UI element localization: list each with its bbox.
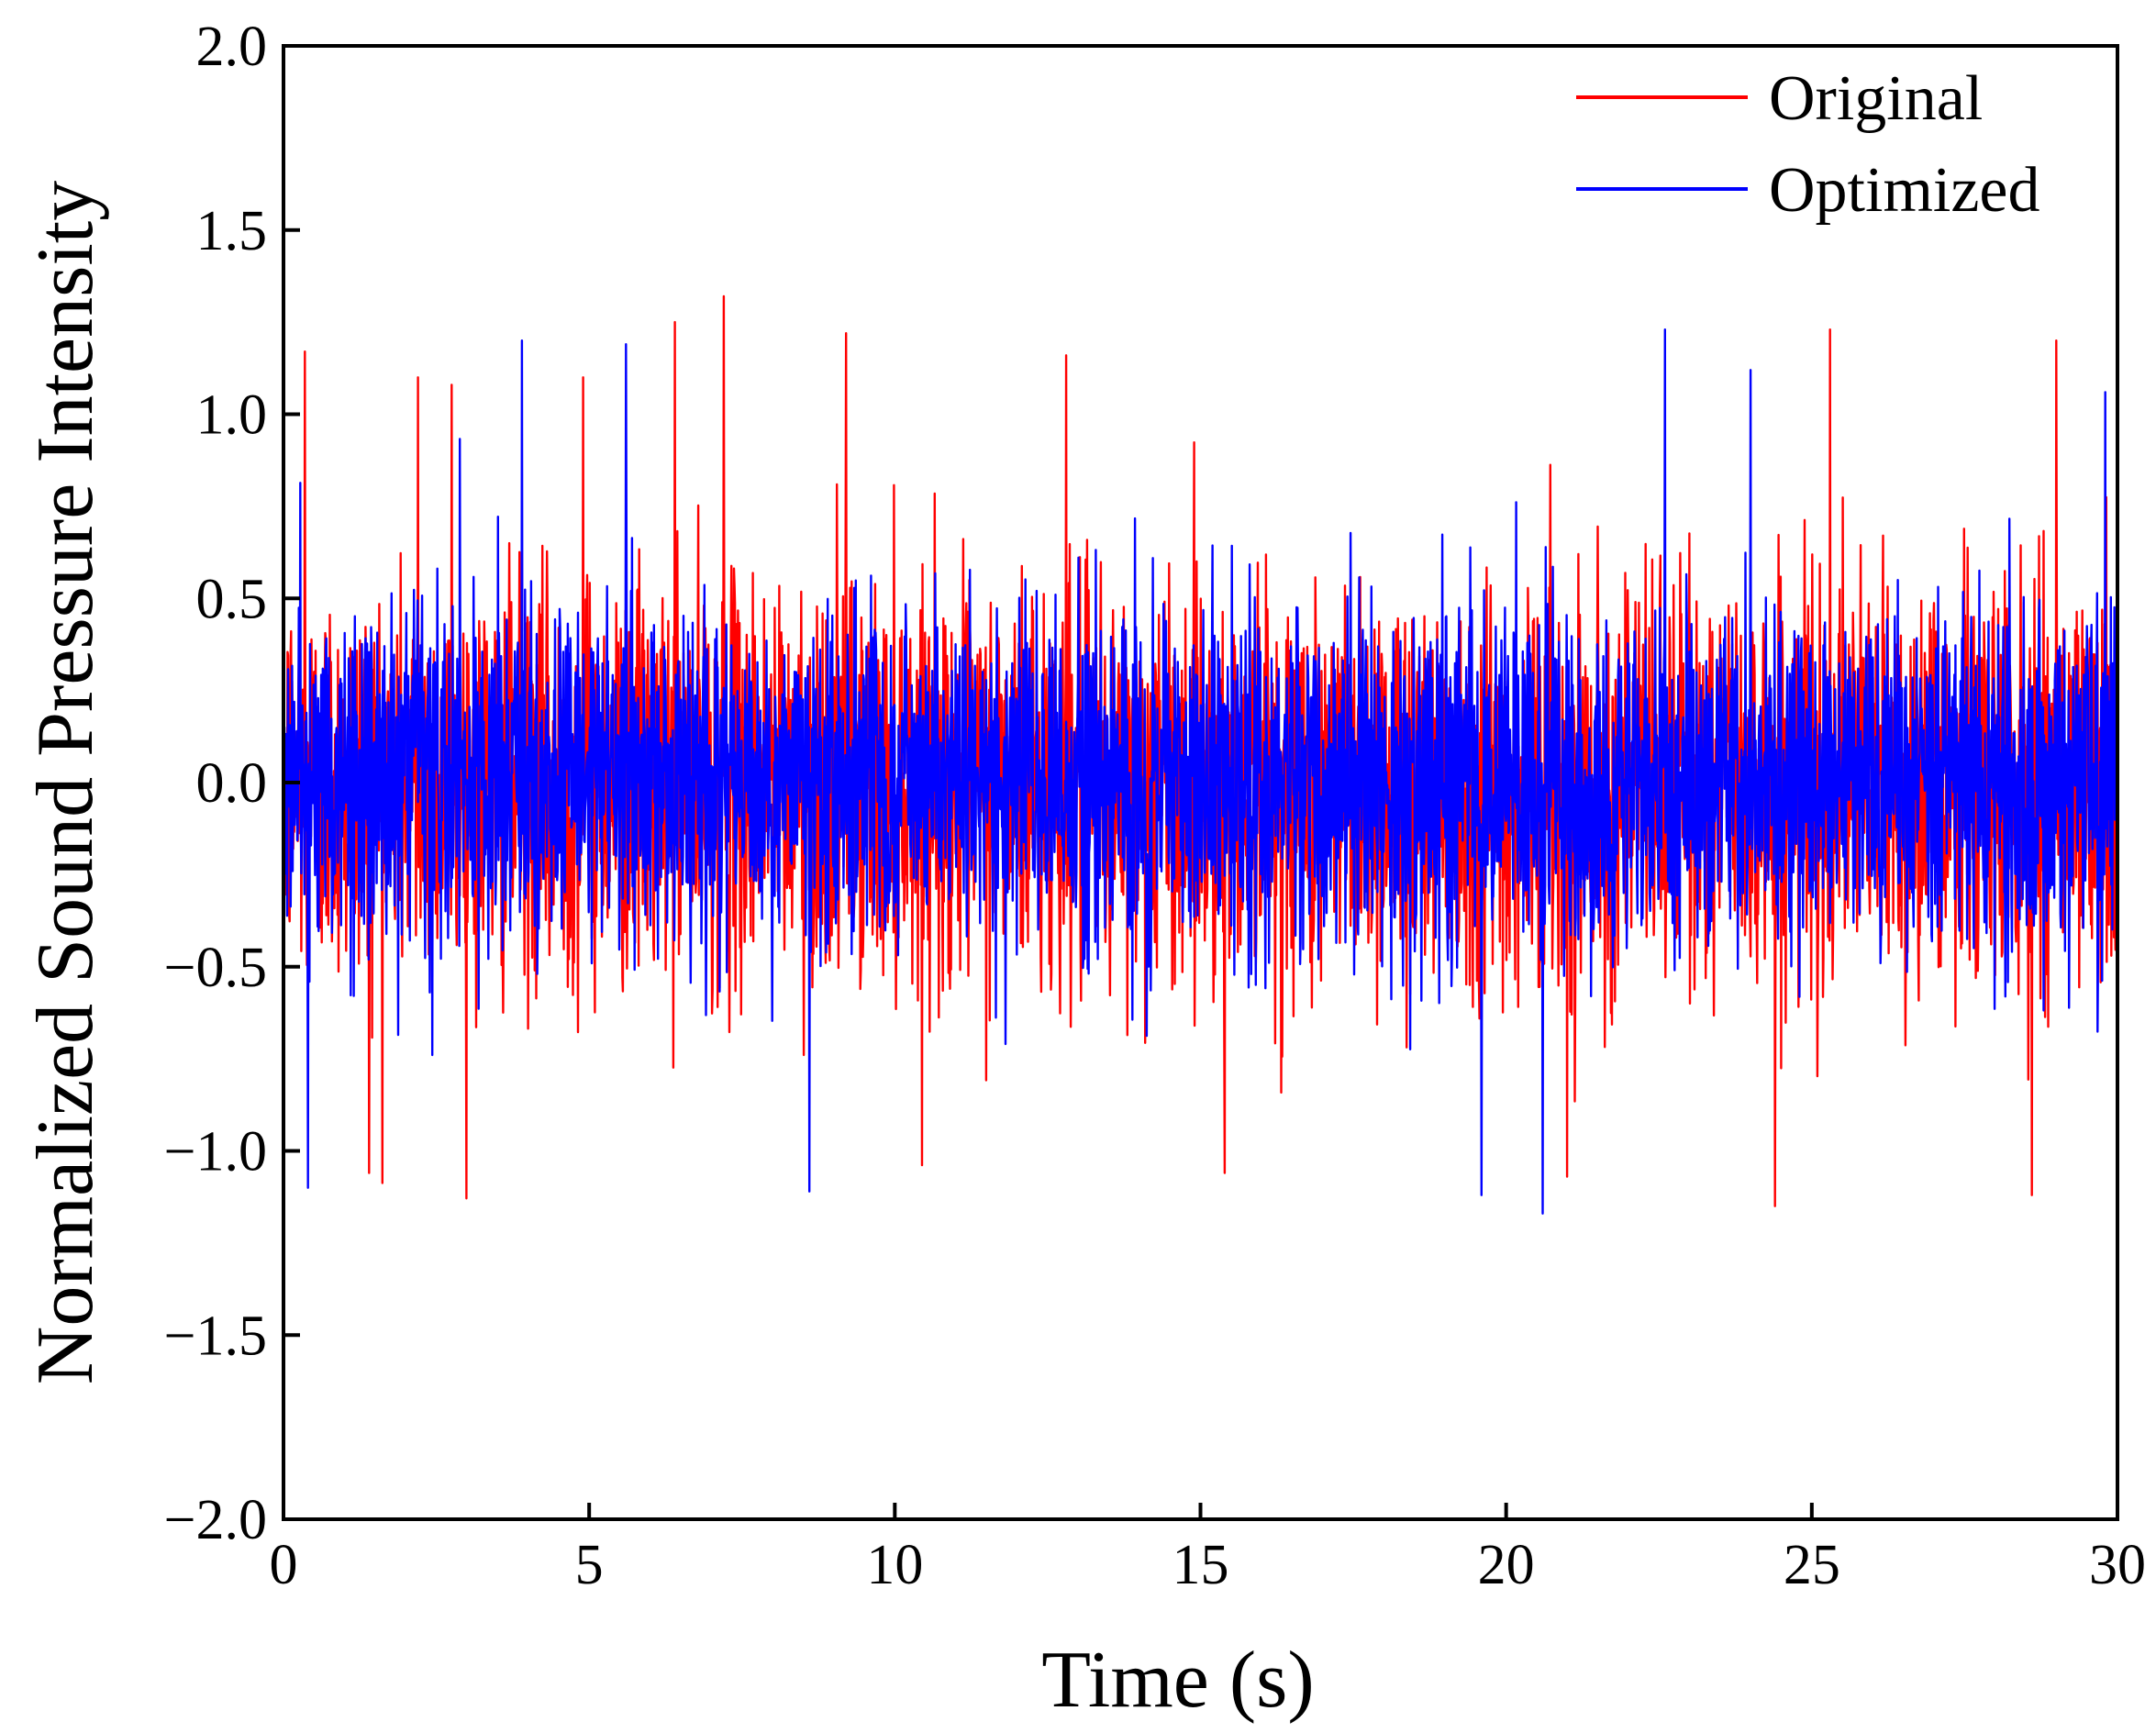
legend-label-optimized: Optimized: [1769, 155, 2039, 226]
x-tick-label: 5: [575, 1534, 604, 1596]
legend-label-original: Original: [1769, 63, 1983, 134]
x-tick-label: 25: [1784, 1534, 1840, 1596]
series-line-optimized: [283, 328, 2117, 1215]
x-tick-label: 10: [866, 1534, 923, 1596]
y-tick-label: 1.0: [196, 384, 268, 447]
y-tick-label: 0.5: [196, 568, 268, 630]
y-tick-label: 1.5: [196, 200, 268, 262]
y-axis: 2.0 1.5 1.0 0.5 0.0 −0.5 −1.0 −1.5 −2.0: [164, 16, 300, 1551]
x-tick-label: 20: [1478, 1534, 1535, 1596]
y-tick-label: 0.0: [196, 752, 268, 815]
x-axis: 0 5 10 15 20 25 30: [270, 1503, 2146, 1596]
x-tick-label: 0: [270, 1534, 298, 1596]
y-tick-label: −0.5: [164, 937, 267, 999]
x-axis-title: Time (s): [1041, 1636, 1314, 1725]
x-tick-label: 15: [1172, 1534, 1229, 1596]
y-tick-label: −1.0: [164, 1121, 267, 1183]
y-axis-title: Normalized Sound Pressure Intensity: [21, 181, 110, 1384]
x-tick-label: 30: [2089, 1534, 2146, 1596]
y-tick-label: 2.0: [196, 16, 268, 78]
legend: Original Optimized: [1576, 63, 2039, 226]
series-layer: [283, 294, 2117, 1215]
y-tick-label: −2.0: [164, 1489, 267, 1551]
y-tick-label: −1.5: [164, 1305, 267, 1367]
